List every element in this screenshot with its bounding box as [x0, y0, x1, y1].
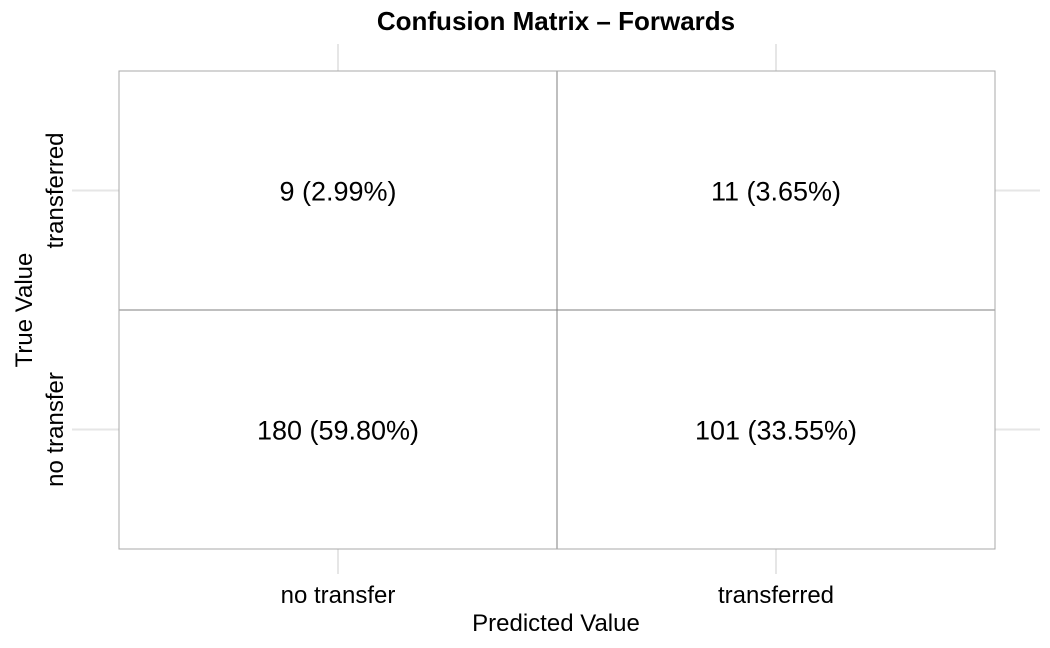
y-axis-label: True Value: [11, 253, 38, 368]
y-tick-label: transferred: [42, 132, 69, 248]
x-axis-label: Predicted Value: [472, 610, 640, 637]
chart-title: Confusion Matrix – Forwards: [377, 6, 735, 36]
x-tick-label: no transfer: [281, 582, 396, 609]
matrix-cell: [118, 309, 558, 550]
y-tick-label: no transfer: [42, 372, 69, 487]
x-tick-labels: no transfer transferred: [281, 582, 834, 609]
matrix-outline: [118, 70, 996, 550]
cell-labels: 9 (2.99%) 11 (3.65%) 180 (59.80%) 101 (33.5…: [257, 177, 857, 446]
cell-value-label: 9 (2.99%): [279, 177, 396, 207]
matrix-frame: [118, 70, 996, 550]
matrix-cells: [118, 70, 996, 550]
matrix-cell: [118, 70, 558, 311]
cell-value-label: 101 (33.55%): [695, 416, 857, 446]
matrix-cell: [556, 309, 996, 550]
y-tick-labels: no transfer transferred: [42, 132, 69, 486]
x-tick-label: transferred: [718, 582, 834, 609]
cell-value-label: 180 (59.80%): [257, 416, 419, 446]
cell-value-label: 11 (3.65%): [711, 177, 841, 207]
